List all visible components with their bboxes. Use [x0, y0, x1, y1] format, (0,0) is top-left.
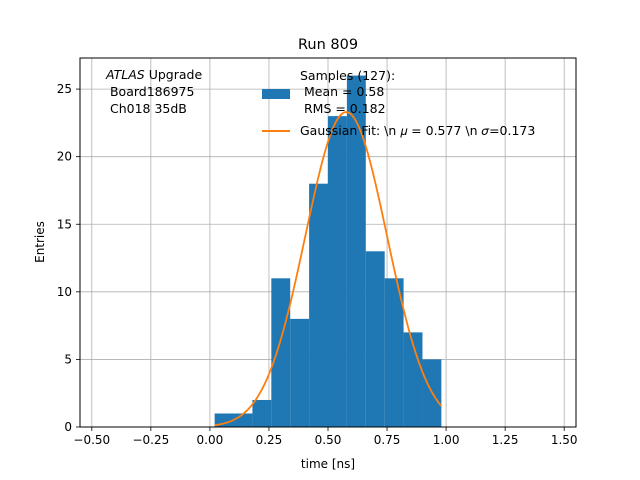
annotation-line-1: ATLAS Upgrade	[105, 67, 202, 82]
histogram-bar	[233, 413, 253, 427]
annotation-upgrade: Upgrade	[145, 67, 203, 82]
histogram-bar	[346, 75, 366, 428]
annotation-board: Board186975	[106, 84, 194, 99]
legend-mean: Mean = 0.58	[300, 84, 384, 99]
y-tick-label: 25	[57, 82, 72, 96]
histogram-bar	[252, 399, 272, 427]
legend-hist-swatch	[262, 89, 290, 99]
x-tick-label: −0.25	[132, 433, 169, 447]
histogram-bar	[328, 116, 347, 427]
atlas-annotation: ATLAS Upgrade Board186975 Ch018 35dB	[105, 67, 202, 116]
histogram-bar	[403, 332, 423, 427]
histogram-bar	[309, 183, 328, 427]
y-axis-label: Entries	[33, 221, 47, 263]
annotation-atlas: ATLAS	[105, 67, 145, 82]
gaussian-fit	[214, 111, 443, 427]
x-tick-label: −0.50	[73, 433, 110, 447]
gaussian-fit-curve	[214, 111, 443, 427]
legend-rms: RMS = 0.182	[300, 101, 386, 116]
x-tick-label: 1.50	[551, 433, 578, 447]
histogram-bar	[271, 278, 291, 427]
histogram-bar	[365, 251, 385, 427]
y-tick-label: 5	[64, 352, 72, 366]
x-tick-label: 0.25	[256, 433, 283, 447]
histogram-bar	[384, 278, 404, 427]
legend-samples: Samples (127):	[300, 68, 395, 83]
histogram-bar	[290, 318, 310, 427]
x-tick-label: 0.75	[374, 433, 401, 447]
x-tick-label: 0.50	[315, 433, 342, 447]
chart-title: Run 809	[298, 37, 358, 53]
y-tick-label: 10	[57, 285, 72, 299]
x-axis-label: time [ns]	[301, 457, 355, 471]
x-tick-label: 0.00	[197, 433, 224, 447]
y-tick-label: 0	[64, 420, 72, 434]
x-axis-ticks: −0.50 −0.25 0.00 0.25 0.50 0.75 1.00 1.25 1.50	[73, 427, 578, 447]
x-tick-label: 1.25	[492, 433, 519, 447]
legend: Samples (127): Mean = 0.58 RMS = 0.182 G…	[262, 68, 535, 138]
y-tick-label: 20	[57, 150, 72, 164]
y-tick-label: 15	[57, 217, 72, 231]
x-tick-label: 1.00	[433, 433, 460, 447]
legend-fit-label: Gaussian Fit: \n 𝜇 = 0.577 \n 𝜎=0.173	[300, 123, 535, 138]
histogram-bars	[214, 75, 442, 428]
annotation-channel: Ch018 35dB	[106, 101, 187, 116]
y-axis-ticks: 0 5 10 15 20 25	[57, 82, 80, 434]
